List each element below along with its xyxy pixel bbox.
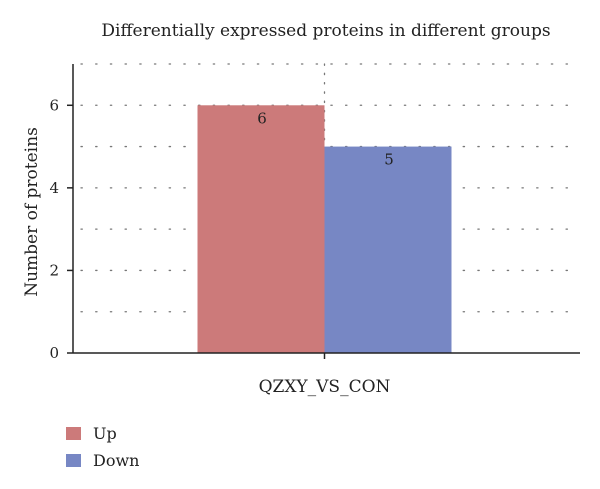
data-labels: 65 (257, 109, 394, 168)
x-tick-label-0: QZXY_VS_CON (259, 377, 391, 397)
y-axis-label: Number of proteins (22, 127, 42, 297)
chart-title: Differentially expressed proteins in dif… (101, 21, 550, 41)
axes: QZXY_VS_CON 0 2 4 6 (49, 64, 580, 397)
data-label-down-0: 5 (384, 151, 394, 169)
bars (197, 105, 452, 354)
y-tick-label-6: 6 (49, 96, 59, 114)
legend-swatch-down (66, 454, 81, 467)
legend-swatch-up (66, 427, 81, 440)
legend-label-up: Up (93, 424, 117, 443)
bar-up-0 (197, 105, 325, 354)
data-label-up-0: 6 (257, 109, 267, 127)
legend-label-down: Down (93, 451, 139, 470)
y-tick-label-0: 0 (49, 344, 59, 362)
bar-down-0 (324, 146, 452, 353)
legend: Up Down (66, 424, 139, 470)
y-tick-label-2: 2 (49, 261, 59, 279)
y-tick-label-4: 4 (49, 179, 59, 197)
